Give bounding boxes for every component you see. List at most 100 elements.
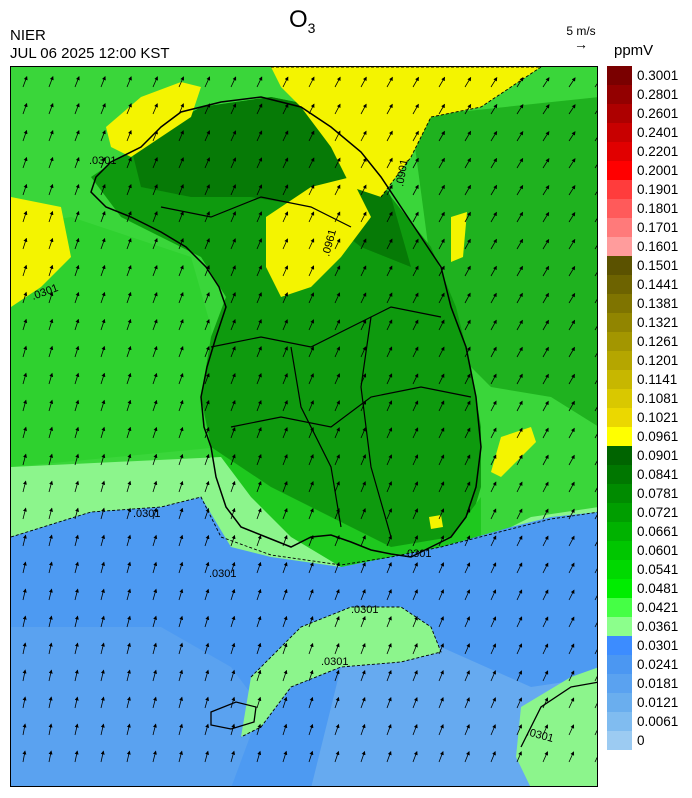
datetime-label: JUL 06 2025 12:00 KST <box>10 45 170 62</box>
wind-arrow <box>126 372 132 385</box>
wind-arrow <box>22 750 27 763</box>
wind-arrow <box>22 480 27 493</box>
wind-arrow <box>568 77 576 88</box>
wind-arrow <box>334 588 340 601</box>
wind-arrow <box>256 373 262 385</box>
colorbar-tick-label: 0.1381 <box>637 296 679 311</box>
wind-arrow <box>386 373 393 385</box>
wind-arrow <box>386 103 393 115</box>
wind-arrow <box>412 103 419 115</box>
wind-arrow <box>516 616 523 628</box>
wind-arrow <box>152 507 158 520</box>
wind-arrow <box>386 346 393 358</box>
colorbar-tick-label: 0.1261 <box>637 334 679 349</box>
wind-arrow <box>438 103 445 115</box>
wind-arrow <box>230 372 236 385</box>
wind-arrow <box>438 211 445 223</box>
wind-arrow <box>178 238 184 250</box>
wind-arrow <box>334 265 341 277</box>
wind-arrow <box>256 103 263 115</box>
wind-arrow <box>256 723 262 736</box>
wind-arrow <box>48 534 53 547</box>
colorbar-swatch <box>607 104 632 123</box>
wind-arrow <box>256 157 263 169</box>
wind-arrow <box>360 319 367 331</box>
wind-arrow <box>360 427 366 439</box>
wind-arrow <box>594 460 597 466</box>
wind-arrow <box>516 319 523 331</box>
wind-arrow <box>594 589 597 601</box>
wind-arrow <box>360 481 366 493</box>
wind-arrow <box>48 102 54 115</box>
colorbar-tick-label: 0.1501 <box>637 258 679 273</box>
wind-arrow <box>594 218 597 223</box>
wind-arrow <box>152 534 158 547</box>
wind-arrow <box>360 238 367 250</box>
wind-arrow <box>594 137 597 142</box>
contour-label-jeju-north: .0301 <box>351 604 379 616</box>
wind-arrow <box>386 508 392 520</box>
wind-arrow <box>334 642 340 655</box>
wind-arrow <box>490 562 497 574</box>
wind-arrow <box>282 130 289 142</box>
wind-arrow <box>490 157 498 169</box>
wind-arrow <box>334 211 341 223</box>
wind-arrow <box>256 211 263 223</box>
contour-label-yellow-west: .0301 <box>89 155 117 167</box>
wind-arrow <box>594 535 597 547</box>
wind-arrow <box>516 400 523 412</box>
wind-arrow <box>594 724 597 736</box>
wind-arrow <box>152 237 158 250</box>
wind-arrow <box>308 750 314 763</box>
wind-arrow <box>516 697 523 709</box>
wind-arrow <box>412 643 418 655</box>
wind-arrow <box>438 589 444 601</box>
colorbar <box>607 66 632 750</box>
wind-arrow <box>386 76 393 88</box>
colorbar-swatch <box>607 560 632 579</box>
wind-arrow <box>568 346 575 358</box>
wind-arrow <box>464 562 471 574</box>
colorbar-swatch <box>607 484 632 503</box>
wind-arrow <box>22 183 28 196</box>
wind-arrow <box>22 75 28 88</box>
colorbar-tick-label: 0.1201 <box>637 353 679 368</box>
colorbar-tick-label: 0.0241 <box>637 657 679 672</box>
wind-arrow <box>542 616 549 628</box>
wind-arrow <box>516 670 523 682</box>
wind-arrow <box>204 642 210 655</box>
wind-arrow <box>490 643 497 655</box>
wind-arrow <box>100 76 106 88</box>
province-border-1 <box>210 306 442 348</box>
wind-arrow <box>542 535 549 547</box>
wind-arrow <box>308 642 314 655</box>
wind-arrow <box>386 130 393 142</box>
wind-arrow <box>22 345 28 358</box>
wind-arrow <box>464 319 471 331</box>
wind-arrow <box>282 184 289 196</box>
wind-arrow <box>490 184 498 196</box>
wind-arrow <box>308 427 314 439</box>
ozone-map[interactable]: .0301 .0901 .0961 .0301 .0301 .0301 .030… <box>10 66 598 787</box>
colorbar-tick-label: 0.0121 <box>637 695 679 710</box>
wind-arrow <box>100 588 105 601</box>
wind-arrow <box>516 589 523 601</box>
wind-arrow <box>360 292 367 304</box>
wind-arrow <box>438 292 445 304</box>
wind-arrow <box>334 615 340 628</box>
wind-arrow <box>74 210 80 223</box>
wind-arrow <box>22 696 27 709</box>
wind-arrow <box>74 480 80 493</box>
wind-arrow <box>22 318 28 331</box>
colorbar-swatch <box>607 370 632 389</box>
colorbar-tick-label: 0.0601 <box>637 543 679 558</box>
wind-arrow <box>438 184 445 196</box>
wind-arrow <box>308 346 314 358</box>
colorbar-tick-label: 0.0061 <box>637 714 679 729</box>
unit-label: ppmV <box>614 42 654 59</box>
wind-arrow <box>516 157 524 169</box>
wind-arrow <box>568 319 576 331</box>
yellow-patch-northwest <box>106 82 201 157</box>
wind-arrow <box>490 130 498 142</box>
wind-arrow <box>48 156 54 169</box>
